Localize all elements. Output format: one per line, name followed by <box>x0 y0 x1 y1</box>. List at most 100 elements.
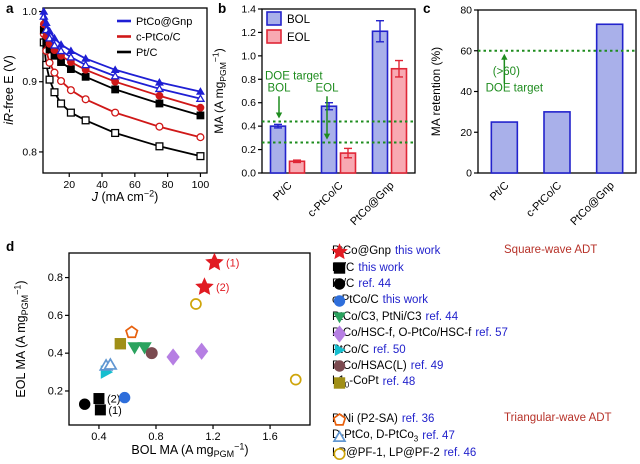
catalyst-name: PtCo/HSC-f, O-PtCo/HSC-f <box>332 327 472 340</box>
panel-label-d: d <box>6 239 15 254</box>
x-tick-label: 20 <box>63 179 75 191</box>
circle-marker-icon <box>333 360 346 373</box>
y-tick-label: 20 <box>460 127 472 139</box>
catalyst-name: PtCo@Gnp <box>332 245 391 258</box>
bar-PtCo@Gnp <box>390 67 408 174</box>
x-tick-label: 100 <box>192 179 210 191</box>
reference-label: ref. 49 <box>410 359 444 372</box>
legend-group: PtNi (P2-SA) ref. 36 D-PtCo, D-PtCo3 ref. 4… <box>332 411 638 462</box>
legend-item: LP@PF-1, LP@PF-2 ref. 46 <box>332 445 638 462</box>
y-tick-label: 1.0 <box>241 50 256 62</box>
reference-label: ref. 50 <box>373 343 406 356</box>
y-tick-label: 0.9 <box>22 76 37 88</box>
x-tick-label: 0.4 <box>91 431 106 443</box>
y-axis-label: EOL MA (A mgPGM−1) <box>13 280 31 397</box>
bar-PtCo@Gnp <box>595 23 624 174</box>
panel-label-b: b <box>218 1 227 16</box>
bar-c-PtCo/C <box>543 111 571 174</box>
triangle-down-marker-icon <box>333 312 346 324</box>
y-tick-label: 80 <box>460 5 472 17</box>
x-tick-label: 60 <box>129 179 141 191</box>
reference-label: ref. 47 <box>422 430 455 443</box>
scatter-series-c-PtCo-C-this-work <box>118 391 131 404</box>
category-label: Pt/C <box>488 180 512 204</box>
reference-label: ref. 48 <box>382 376 416 389</box>
doe-note: (>60) <box>493 66 520 78</box>
legend-label: PtCo@Gnp <box>136 16 192 28</box>
bar-series-MA retention <box>490 23 624 174</box>
x-tick-label: 40 <box>96 179 108 191</box>
legend-item: c-PtCo/C this work <box>332 292 638 308</box>
y-tick-label: 1.4 <box>241 4 256 16</box>
adt-group-label: Triangular-wave ADT <box>504 411 612 424</box>
triangle-up-marker-icon <box>332 429 347 442</box>
legend-item: PtCo/C3, PtNi/C3 ref. 44 <box>332 309 638 325</box>
catalyst-name: PtCo/HSAC(L) <box>332 359 407 372</box>
legend-item: D-PtCo, D-PtCo3 ref. 47 <box>332 428 638 445</box>
y-tick-label: 0.6 <box>48 310 63 322</box>
scatter-series-D-PtCo-D-PtCo3-ref-47 <box>98 357 118 371</box>
legend: BOL EOL <box>266 11 311 44</box>
panel-label-c: c <box>423 1 431 16</box>
y-tick-label: 0.6 <box>241 97 256 109</box>
y-tick-label: 0.4 <box>241 121 256 133</box>
legend-item: PtCo/C ref. 50 <box>332 341 638 357</box>
y-tick-label: 60 <box>460 45 472 57</box>
scatter-series-PtCo@Gnp-this-work: (1) (2) <box>195 252 239 295</box>
catalyst-name: D-PtCo, D-PtCo3 <box>332 428 419 444</box>
square-marker-icon <box>333 262 346 274</box>
reference-label: ref. 44 <box>358 277 391 290</box>
bar-PtCo@Gnp <box>371 30 389 174</box>
scatter-series-PtCo-HSAC-L-ref-49 <box>145 347 158 360</box>
category-label: PtCo@Gnp <box>348 180 396 228</box>
bar-Pt/C <box>490 121 519 174</box>
y-axis-label: MA (A mgPGM−1) <box>211 48 229 133</box>
scatter-series-Pt-C-ref-44 <box>78 398 91 410</box>
y-axis-label: MA retention (%) <box>429 47 443 136</box>
point-label: (2) <box>216 282 229 294</box>
axes: 20 40 60 80 100 0.8 0.9 1.0 <box>22 6 209 191</box>
reference-label: this work <box>358 261 404 274</box>
bar-series-BOL <box>269 20 389 174</box>
circle-marker-icon <box>333 295 346 307</box>
y-tick-label: 1.0 <box>22 6 37 18</box>
point-label: (1) <box>108 405 121 417</box>
y-axis-label: iR-free E (V) <box>2 55 16 124</box>
scatter-series-L10-CoPt-ref-48 <box>114 338 127 350</box>
circle-marker-icon <box>333 278 346 291</box>
legend-item: PtNi (P2-SA) ref. 36 <box>332 411 638 428</box>
series-Pt-C-EOL <box>39 38 205 161</box>
doe-target-label: DOE target <box>486 83 544 95</box>
doe-target-label: DOE target <box>265 70 323 82</box>
reference-label: ref. 46 <box>443 447 477 460</box>
legend-label: c-PtCo/C <box>136 31 181 43</box>
y-tick-label: 0 <box>466 168 472 180</box>
legend-item: PtCo@Gnp this work <box>331 242 638 259</box>
mass-activity-bar-chart: 0.0 0.2 0.4 0.6 0.8 1.0 1.2 1.4 MA (A mgPGM−1) Pt… <box>211 4 416 228</box>
legend-item: PtCo/HSC-f, O-PtCo/HSC-f ref. 57 <box>332 325 638 343</box>
legend-label: EOL <box>287 32 311 44</box>
ma-retention-bar-chart: 0 20 40 60 80 MA retention (%) Pt/C c-PtCo/C PtC… <box>429 5 637 228</box>
square-marker-icon <box>333 377 346 389</box>
category-label: PtCo@Gnp <box>568 180 616 228</box>
x-axis-label: BOL MA (A mgPGM−1) <box>131 442 248 460</box>
y-tick-label: 0.8 <box>48 272 63 284</box>
bar-series-EOL <box>288 59 408 174</box>
x-tick-label: 1.2 <box>205 431 220 443</box>
x-tick-label: 0.8 <box>148 431 163 443</box>
reference-label: this work <box>382 294 429 307</box>
reference-label: ref. 44 <box>425 310 459 323</box>
bar-Pt/C <box>269 125 287 174</box>
y-tick-label: 40 <box>460 86 472 98</box>
y-tick-label: 0.2 <box>48 385 63 397</box>
y-tick-label: 0.8 <box>241 74 256 86</box>
legend: PtCo@Gnp c-PtCo/C Pt/C <box>117 16 192 59</box>
legend-label: Pt/C <box>136 47 157 59</box>
